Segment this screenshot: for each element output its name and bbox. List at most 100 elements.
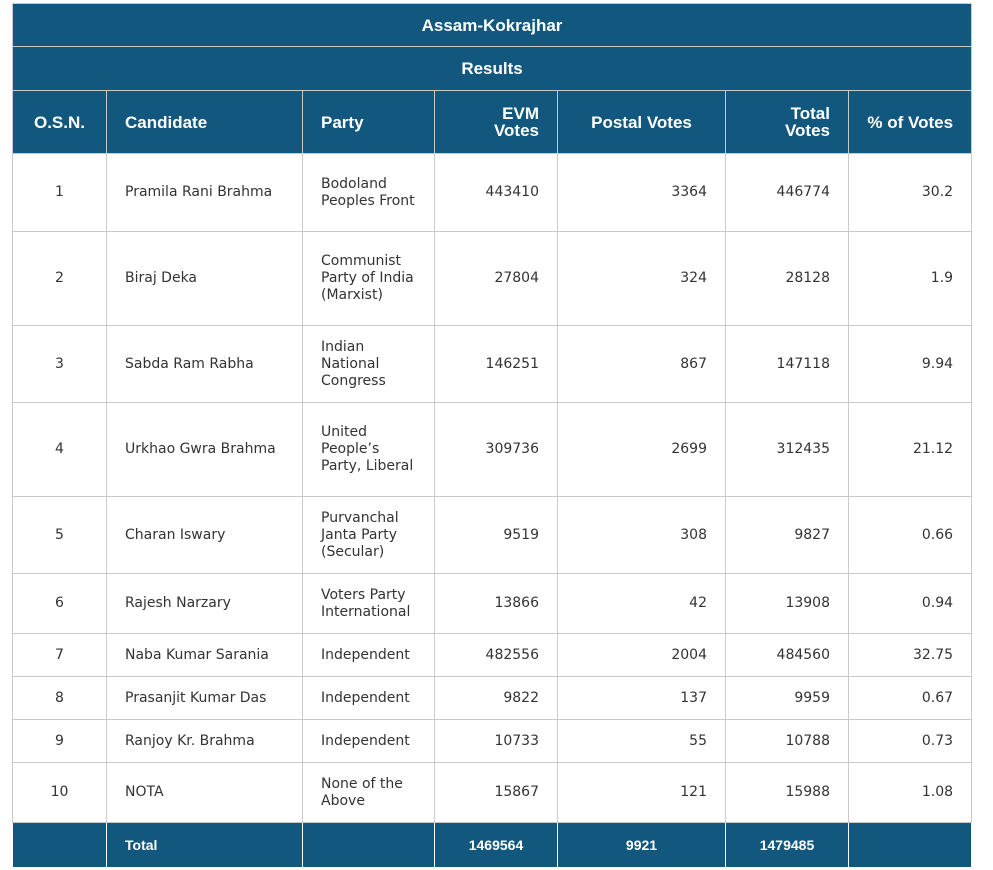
table-row: 2 Biraj Deka Communist Party of India (M… xyxy=(12,231,973,326)
cell-party: United People’s Party, Liberal xyxy=(302,402,435,497)
cell-osn: 3 xyxy=(12,325,107,403)
cell-candidate: Biraj Deka xyxy=(106,231,303,326)
cell-pct-votes: 21.12 xyxy=(847,402,973,497)
table-row: 3 Sabda Ram Rabha Indian National Congre… xyxy=(12,325,973,403)
cell-osn: 1 xyxy=(12,153,107,232)
cell-postal-votes: 308 xyxy=(557,496,726,574)
table-row: 10 NOTA None of the Above 15867 121 1598… xyxy=(12,762,973,823)
cell-evm-votes: 482556 xyxy=(434,633,558,677)
cell-party: Voters Party International xyxy=(302,573,435,634)
cell-total-votes: 446774 xyxy=(725,153,849,232)
cell-pct-votes: 0.66 xyxy=(847,496,973,574)
cell-total-votes: 312435 xyxy=(725,402,849,497)
col-header-osn: O.S.N. xyxy=(12,90,107,154)
cell-osn: 6 xyxy=(12,573,107,634)
cell-party: Purvanchal Janta Party (Secular) xyxy=(302,496,435,574)
total-pct-votes xyxy=(847,822,973,868)
cell-total-votes: 9827 xyxy=(725,496,849,574)
cell-total-votes: 13908 xyxy=(725,573,849,634)
cell-evm-votes: 146251 xyxy=(434,325,558,403)
table-row: 6 Rajesh Narzary Voters Party Internatio… xyxy=(12,573,973,634)
cell-evm-votes: 15867 xyxy=(434,762,558,823)
table-row: 1 Pramila Rani Brahma Bodoland Peoples F… xyxy=(12,153,973,232)
cell-osn: 7 xyxy=(12,633,107,677)
cell-postal-votes: 2004 xyxy=(557,633,726,677)
cell-osn: 4 xyxy=(12,402,107,497)
total-party-empty xyxy=(302,822,435,868)
col-header-party: Party xyxy=(302,90,435,154)
cell-total-votes: 10788 xyxy=(725,719,849,763)
cell-pct-votes: 0.94 xyxy=(847,573,973,634)
total-osn-empty xyxy=(12,822,107,868)
cell-evm-votes: 443410 xyxy=(434,153,558,232)
cell-total-votes: 15988 xyxy=(725,762,849,823)
cell-party: Independent xyxy=(302,633,435,677)
cell-pct-votes: 9.94 xyxy=(847,325,973,403)
cell-candidate: Sabda Ram Rabha xyxy=(106,325,303,403)
cell-candidate: Naba Kumar Sarania xyxy=(106,633,303,677)
table-row: 5 Charan Iswary Purvanchal Janta Party (… xyxy=(12,496,973,574)
column-header-row: O.S.N. Candidate Party EVM Votes Postal … xyxy=(12,90,973,154)
cell-candidate: Charan Iswary xyxy=(106,496,303,574)
table-subtitle: Results xyxy=(11,46,973,91)
cell-postal-votes: 121 xyxy=(557,762,726,823)
cell-party: Independent xyxy=(302,719,435,763)
cell-evm-votes: 9822 xyxy=(434,676,558,720)
cell-evm-votes: 309736 xyxy=(434,402,558,497)
cell-candidate: Urkhao Gwra Brahma xyxy=(106,402,303,497)
results-table: Assam-Kokrajhar Results O.S.N. Candidate… xyxy=(11,3,973,868)
cell-pct-votes: 30.2 xyxy=(847,153,973,232)
cell-postal-votes: 324 xyxy=(557,231,726,326)
cell-pct-votes: 1.9 xyxy=(847,231,973,326)
table-row: 9 Ranjoy Kr. Brahma Independent 10733 55… xyxy=(12,719,973,763)
cell-total-votes: 147118 xyxy=(725,325,849,403)
results-container: Assam-Kokrajhar Results O.S.N. Candidate… xyxy=(11,3,973,868)
cell-osn: 8 xyxy=(12,676,107,720)
col-header-total-votes: Total Votes xyxy=(725,90,849,154)
cell-party: Indian National Congress xyxy=(302,325,435,403)
cell-total-votes: 484560 xyxy=(725,633,849,677)
col-header-evm-votes: EVM Votes xyxy=(434,90,558,154)
subtitle-row: Results xyxy=(11,46,973,91)
table-row: 8 Prasanjit Kumar Das Independent 9822 1… xyxy=(12,676,973,720)
cell-evm-votes: 9519 xyxy=(434,496,558,574)
cell-postal-votes: 42 xyxy=(557,573,726,634)
cell-candidate: Pramila Rani Brahma xyxy=(106,153,303,232)
table-title: Assam-Kokrajhar xyxy=(11,3,973,47)
cell-postal-votes: 867 xyxy=(557,325,726,403)
cell-pct-votes: 0.67 xyxy=(847,676,973,720)
cell-postal-votes: 2699 xyxy=(557,402,726,497)
cell-total-votes: 9959 xyxy=(725,676,849,720)
cell-candidate: Ranjoy Kr. Brahma xyxy=(106,719,303,763)
cell-pct-votes: 32.75 xyxy=(847,633,973,677)
cell-candidate: Prasanjit Kumar Das xyxy=(106,676,303,720)
table-row: 4 Urkhao Gwra Brahma United People’s Par… xyxy=(12,402,973,497)
cell-candidate: Rajesh Narzary xyxy=(106,573,303,634)
cell-osn: 5 xyxy=(12,496,107,574)
cell-total-votes: 28128 xyxy=(725,231,849,326)
cell-osn: 2 xyxy=(12,231,107,326)
title-row: Assam-Kokrajhar xyxy=(11,3,973,47)
total-total-votes: 1479485 xyxy=(725,822,849,868)
cell-party: None of the Above xyxy=(302,762,435,823)
cell-party: Communist Party of India (Marxist) xyxy=(302,231,435,326)
cell-evm-votes: 13866 xyxy=(434,573,558,634)
cell-pct-votes: 1.08 xyxy=(847,762,973,823)
col-header-pct-votes: % of Votes xyxy=(847,90,973,154)
total-label: Total xyxy=(106,822,303,868)
col-header-postal-votes: Postal Votes xyxy=(557,90,726,154)
cell-evm-votes: 10733 xyxy=(434,719,558,763)
cell-party: Independent xyxy=(302,676,435,720)
cell-party: Bodoland Peoples Front xyxy=(302,153,435,232)
cell-candidate: NOTA xyxy=(106,762,303,823)
total-evm-votes: 1469564 xyxy=(434,822,558,868)
cell-postal-votes: 137 xyxy=(557,676,726,720)
table-row: 7 Naba Kumar Sarania Independent 482556 … xyxy=(12,633,973,677)
total-row: Total 1469564 9921 1479485 xyxy=(12,822,973,868)
cell-osn: 10 xyxy=(12,762,107,823)
cell-evm-votes: 27804 xyxy=(434,231,558,326)
cell-postal-votes: 55 xyxy=(557,719,726,763)
total-postal-votes: 9921 xyxy=(557,822,726,868)
cell-osn: 9 xyxy=(12,719,107,763)
cell-postal-votes: 3364 xyxy=(557,153,726,232)
